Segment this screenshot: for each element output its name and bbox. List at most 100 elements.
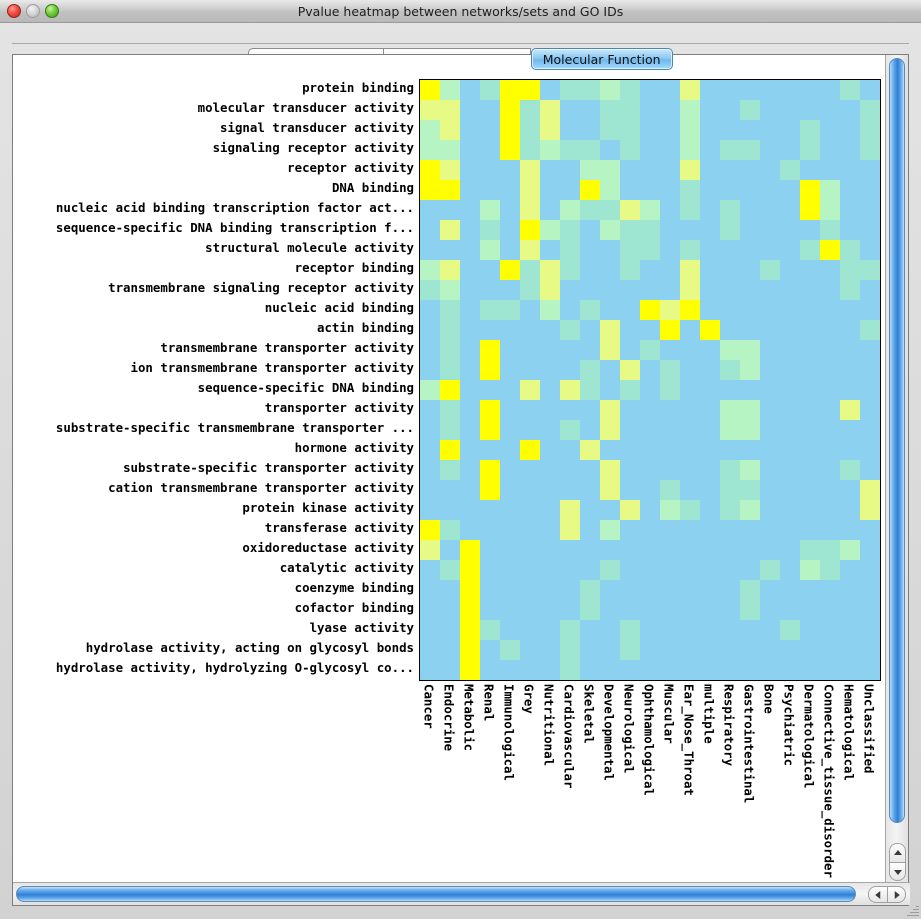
heatmap-cell[interactable]	[660, 120, 680, 140]
heatmap-cell[interactable]	[520, 520, 540, 540]
heatmap-cell[interactable]	[480, 280, 500, 300]
heatmap-cell[interactable]	[800, 380, 820, 400]
heatmap-cell[interactable]	[640, 80, 660, 100]
heatmap-cell[interactable]	[560, 320, 580, 340]
heatmap-cell[interactable]	[800, 200, 820, 220]
heatmap-cell[interactable]	[600, 360, 620, 380]
heatmap-cell[interactable]	[820, 420, 840, 440]
heatmap-cell[interactable]	[720, 260, 740, 280]
heatmap-cell[interactable]	[560, 100, 580, 120]
heatmap-cell[interactable]	[640, 400, 660, 420]
heatmap-cell[interactable]	[680, 600, 700, 620]
heatmap-cell[interactable]	[780, 340, 800, 360]
heatmap-cell[interactable]	[660, 400, 680, 420]
heatmap-cell[interactable]	[860, 620, 880, 640]
heatmap-cell[interactable]	[420, 200, 440, 220]
heatmap-cell[interactable]	[660, 140, 680, 160]
heatmap-cell[interactable]	[600, 660, 620, 680]
heatmap-cell[interactable]	[580, 320, 600, 340]
heatmap-cell[interactable]	[420, 640, 440, 660]
heatmap-cell[interactable]	[560, 560, 580, 580]
heatmap-cell[interactable]	[680, 500, 700, 520]
heatmap-cell[interactable]	[480, 180, 500, 200]
heatmap-cell[interactable]	[660, 620, 680, 640]
heatmap-cell[interactable]	[720, 80, 740, 100]
heatmap-cell[interactable]	[580, 280, 600, 300]
heatmap-cell[interactable]	[760, 400, 780, 420]
heatmap-cell[interactable]	[440, 560, 460, 580]
heatmap-cell[interactable]	[620, 540, 640, 560]
heatmap-cell[interactable]	[860, 160, 880, 180]
heatmap-cell[interactable]	[700, 460, 720, 480]
heatmap-cell[interactable]	[480, 500, 500, 520]
heatmap-cell[interactable]	[860, 560, 880, 580]
heatmap-cell[interactable]	[420, 340, 440, 360]
zoom-button[interactable]	[45, 4, 59, 18]
heatmap-cell[interactable]	[740, 340, 760, 360]
heatmap-cell[interactable]	[800, 480, 820, 500]
heatmap-cell[interactable]	[520, 180, 540, 200]
heatmap-cell[interactable]	[600, 260, 620, 280]
heatmap-cell[interactable]	[560, 120, 580, 140]
heatmap-cell[interactable]	[780, 640, 800, 660]
heatmap-cell[interactable]	[580, 300, 600, 320]
heatmap-cell[interactable]	[540, 140, 560, 160]
heatmap-cell[interactable]	[580, 120, 600, 140]
heatmap-cell[interactable]	[860, 300, 880, 320]
heatmap-cell[interactable]	[580, 620, 600, 640]
heatmap-cell[interactable]	[600, 580, 620, 600]
heatmap-cell[interactable]	[800, 500, 820, 520]
heatmap-cell[interactable]	[420, 380, 440, 400]
heatmap-cell[interactable]	[820, 460, 840, 480]
heatmap-cell[interactable]	[660, 560, 680, 580]
heatmap-cell[interactable]	[460, 340, 480, 360]
heatmap-cell[interactable]	[500, 640, 520, 660]
heatmap-cell[interactable]	[720, 100, 740, 120]
heatmap-cell[interactable]	[560, 540, 580, 560]
heatmap-cell[interactable]	[660, 500, 680, 520]
heatmap-cell[interactable]	[620, 460, 640, 480]
heatmap-cell[interactable]	[680, 280, 700, 300]
heatmap-cell[interactable]	[460, 620, 480, 640]
heatmap-cell[interactable]	[660, 440, 680, 460]
heatmap-cell[interactable]	[740, 460, 760, 480]
heatmap-cell[interactable]	[620, 100, 640, 120]
heatmap-cell[interactable]	[520, 420, 540, 440]
heatmap-cell[interactable]	[760, 520, 780, 540]
heatmap-cell[interactable]	[820, 580, 840, 600]
heatmap-cell[interactable]	[580, 560, 600, 580]
heatmap-cell[interactable]	[740, 640, 760, 660]
heatmap-cell[interactable]	[620, 440, 640, 460]
heatmap-cell[interactable]	[460, 420, 480, 440]
heatmap-cell[interactable]	[440, 620, 460, 640]
heatmap-cell[interactable]	[680, 180, 700, 200]
heatmap-cell[interactable]	[820, 380, 840, 400]
heatmap-cell[interactable]	[460, 660, 480, 680]
heatmap-cell[interactable]	[840, 460, 860, 480]
heatmap-cell[interactable]	[580, 480, 600, 500]
heatmap-cell[interactable]	[460, 600, 480, 620]
heatmap-cell[interactable]	[780, 520, 800, 540]
heatmap-cell[interactable]	[820, 300, 840, 320]
heatmap-cell[interactable]	[540, 380, 560, 400]
heatmap-cell[interactable]	[780, 480, 800, 500]
heatmap-cell[interactable]	[420, 520, 440, 540]
heatmap-cell[interactable]	[580, 400, 600, 420]
heatmap-cell[interactable]	[780, 240, 800, 260]
heatmap-cell[interactable]	[700, 160, 720, 180]
heatmap-cell[interactable]	[800, 540, 820, 560]
heatmap-cell[interactable]	[820, 360, 840, 380]
heatmap-cell[interactable]	[520, 620, 540, 640]
heatmap-cell[interactable]	[740, 500, 760, 520]
heatmap-cell[interactable]	[440, 400, 460, 420]
heatmap-cell[interactable]	[780, 140, 800, 160]
heatmap-cell[interactable]	[540, 200, 560, 220]
heatmap-cell[interactable]	[420, 540, 440, 560]
heatmap-cell[interactable]	[560, 340, 580, 360]
heatmap-cell[interactable]	[440, 180, 460, 200]
heatmap-cell[interactable]	[660, 200, 680, 220]
heatmap-cell[interactable]	[800, 600, 820, 620]
heatmap-cell[interactable]	[840, 320, 860, 340]
heatmap-cell[interactable]	[800, 220, 820, 240]
heatmap-cell[interactable]	[800, 280, 820, 300]
